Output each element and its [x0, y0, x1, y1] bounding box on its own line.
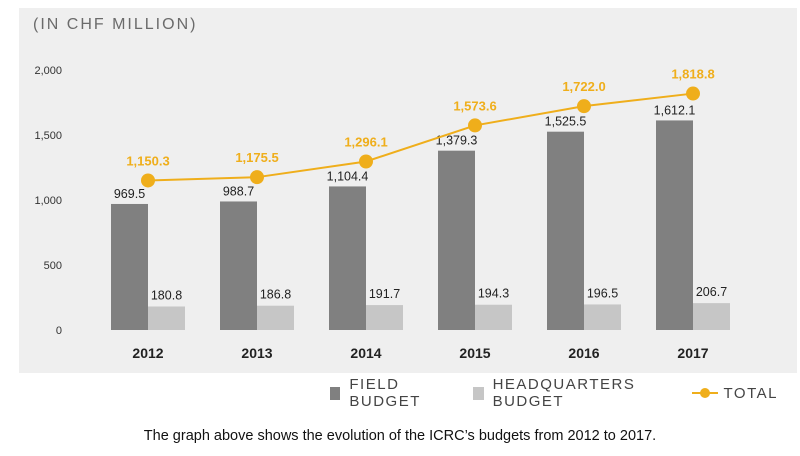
data-label-headquarters: 196.5	[587, 286, 618, 300]
bar-field	[329, 186, 366, 330]
bar-headquarters	[584, 304, 621, 330]
bar-headquarters	[475, 304, 512, 330]
legend-label-total: TOTAL	[723, 384, 778, 402]
bar-headquarters	[148, 306, 185, 330]
data-label-headquarters: 186.8	[260, 288, 291, 302]
x-tick-label: 2016	[568, 345, 599, 361]
data-label-total: 1,150.3	[126, 153, 169, 168]
bar-headquarters	[693, 303, 730, 330]
data-label-total: 1,573.6	[453, 98, 496, 113]
data-label-headquarters: 180.8	[151, 288, 182, 302]
data-label-total: 1,296.1	[344, 135, 387, 150]
legend-label-field: FIELD BUDGET	[349, 376, 421, 410]
legend-label-headquarters: HEADQUARTERS BUDGET	[492, 376, 636, 410]
bar-field	[438, 150, 475, 330]
x-tick-label: 2017	[677, 345, 708, 361]
total-point	[141, 173, 155, 188]
bar-field	[111, 203, 148, 330]
total-point	[250, 170, 264, 185]
bar-field	[547, 131, 584, 330]
bar-field	[220, 201, 257, 330]
data-label-total: 1,175.5	[235, 150, 278, 165]
data-label-total: 1,818.8	[671, 67, 714, 82]
data-label-headquarters: 191.7	[369, 287, 400, 301]
bar-field	[656, 120, 693, 330]
data-label-field: 969.5	[114, 187, 145, 201]
legend-swatch-headquarters	[473, 386, 484, 400]
data-label-total: 1,722.0	[562, 79, 605, 94]
data-label-field: 1,612.1	[654, 103, 696, 117]
legend-item-total: TOTAL	[691, 384, 778, 402]
x-tick-label: 2012	[132, 345, 163, 361]
y-tick-label: 1,000	[34, 195, 62, 207]
legend-item-headquarters: HEADQUARTERS BUDGET	[473, 376, 669, 410]
data-label-headquarters: 206.7	[696, 285, 727, 299]
legend-marker-total	[691, 387, 718, 399]
total-point	[686, 86, 700, 101]
legend-item-field: FIELD BUDGET	[330, 376, 451, 410]
bar-headquarters	[257, 305, 294, 330]
data-label-field: 1,379.3	[436, 134, 478, 148]
data-label-field: 988.7	[223, 184, 254, 198]
legend-swatch-field	[330, 386, 341, 400]
x-tick-label: 2014	[350, 345, 381, 361]
y-tick-label: 1,500	[34, 130, 62, 142]
total-line	[147, 92, 694, 182]
total-point	[468, 118, 482, 133]
data-label-headquarters: 194.3	[478, 287, 509, 301]
y-tick-label: 0	[56, 325, 62, 337]
y-tick-label: 2,000	[34, 65, 62, 77]
unit-label: (IN CHF MILLION)	[33, 16, 198, 33]
data-label-field: 1,525.5	[545, 115, 587, 129]
x-tick-label: 2015	[459, 345, 490, 361]
data-label-field: 1,104.4	[327, 169, 369, 183]
budget-chart: 0 500 1,000 1,500 2,000 969.5 180.8 2012 988.7 18…	[34, 65, 730, 361]
x-tick-label: 2013	[241, 345, 272, 361]
total-point	[359, 154, 373, 169]
y-tick-label: 500	[44, 260, 62, 272]
bar-headquarters	[366, 305, 403, 330]
total-point	[577, 99, 591, 114]
legend: FIELD BUDGET HEADQUARTERS BUDGET TOTAL	[330, 376, 800, 410]
caption: The graph above shows the evolution of t…	[143, 428, 657, 444]
